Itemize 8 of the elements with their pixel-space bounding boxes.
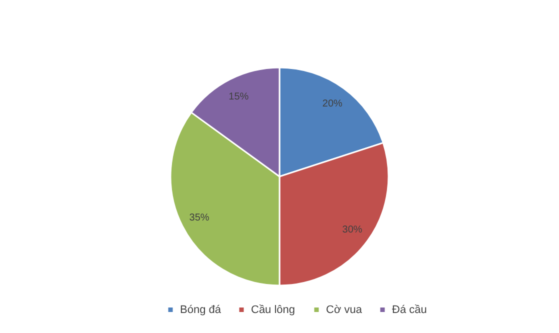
- legend-label: Đá cầu: [392, 304, 427, 316]
- legend-label: Cầu lông: [251, 304, 296, 316]
- data-label: 15%: [228, 91, 249, 102]
- legend-label: Bóng đá: [180, 304, 222, 316]
- data-label: 30%: [342, 224, 362, 236]
- data-label: 35%: [189, 212, 210, 224]
- legend-label: Cờ vua: [326, 304, 363, 316]
- data-label: 20%: [322, 98, 343, 110]
